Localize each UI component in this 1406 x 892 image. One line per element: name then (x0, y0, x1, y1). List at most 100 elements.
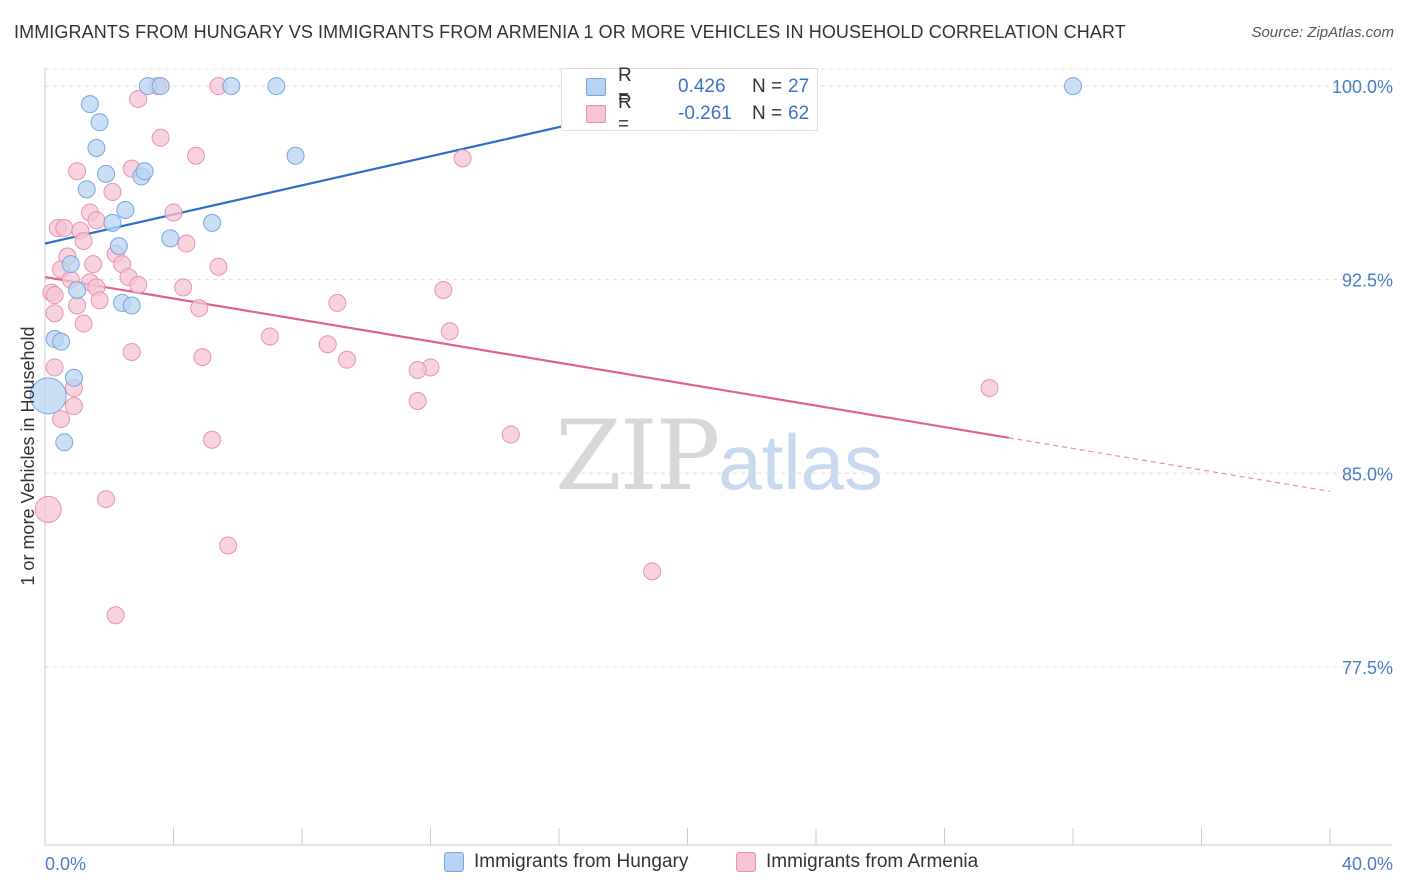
r-value-hungary: 0.426 (678, 76, 726, 97)
n-value-hungary: 27 (788, 76, 810, 97)
armenia-point-38 (440, 322, 459, 341)
axes (44, 68, 1392, 846)
armenia-point-15 (74, 231, 93, 250)
legend-label-armenia: Immigrants from Armenia (766, 851, 979, 872)
r-value-armenia: -0.261 (678, 103, 732, 124)
armenia-point-5 (453, 149, 472, 168)
r-label: R = (618, 65, 632, 108)
hungary-points (29, 77, 1082, 452)
armenia-point-29 (434, 281, 453, 299)
hungary-point-17 (109, 237, 128, 256)
hungary-swatch (586, 78, 606, 96)
armenia-point-39 (260, 327, 279, 346)
armenia-point-6 (68, 162, 87, 181)
trend-lines (44, 82, 1331, 492)
hungary-point-23 (52, 332, 71, 351)
armenia-point-2 (129, 89, 148, 108)
hungary-point-6 (151, 77, 170, 96)
armenia-point-57 (643, 562, 662, 581)
armenia-point-32 (90, 291, 109, 310)
armenia-point-52 (501, 425, 520, 444)
armenia-point-33 (68, 296, 87, 315)
hungary-point-13 (116, 200, 135, 219)
armenia-point-31 (45, 286, 64, 305)
hungary-point-14 (103, 213, 122, 232)
hungary-point-24 (64, 368, 83, 387)
armenia-point-10 (164, 203, 183, 222)
x-tick-label-0: 0.0% (45, 854, 86, 874)
n-label: N = (752, 103, 783, 124)
hungary-point-4 (77, 180, 96, 199)
legend-swatch-armenia (736, 852, 756, 872)
hungary-point-8 (267, 77, 286, 96)
armenia-point-48 (980, 379, 999, 398)
y-axis-label: 1 or more Vehicles in Household (18, 326, 38, 585)
armenia-point-13 (55, 219, 74, 238)
armenia-point-16 (177, 234, 196, 253)
hungary-point-10 (286, 146, 305, 165)
hungary-point-19 (68, 281, 87, 299)
watermark: ZIPatlas (555, 400, 883, 512)
hungary-point-18 (61, 255, 80, 274)
legend-item-hungary[interactable]: Immigrants from Hungary (444, 851, 688, 873)
armenia-point-28 (174, 278, 193, 297)
armenia-point-54 (97, 490, 116, 509)
armenia-point-41 (122, 342, 141, 361)
armenia-points (34, 77, 999, 625)
hungary-point-12 (135, 162, 154, 181)
armenia-point-8 (103, 182, 122, 201)
armenia-point-58 (106, 606, 125, 625)
n-label: N = (752, 76, 783, 97)
armenia-point-55 (34, 495, 62, 523)
legend-swatch-hungary (444, 852, 464, 872)
hungary-point-21 (122, 296, 141, 315)
x-tick-label-1: 40.0% (1342, 854, 1393, 874)
hungary-point-9 (1064, 77, 1082, 96)
y-tick-label-2: 85.0% (1342, 464, 1393, 484)
trend-line-armenia (44, 276, 1009, 439)
armenia-point-51 (52, 410, 71, 429)
armenia-point-42 (193, 348, 212, 367)
hungary-point-0 (80, 95, 99, 114)
legend-label-hungary: Immigrants from Hungary (474, 851, 689, 872)
armenia-point-35 (190, 299, 209, 318)
hungary-point-16 (161, 229, 180, 248)
gridlines (45, 68, 1392, 668)
hungary-point-1 (90, 113, 109, 132)
armenia-point-46 (45, 358, 64, 377)
armenia-point-56 (219, 536, 238, 555)
stats-row-armenia: R = -0.261 N = 62 (586, 92, 810, 135)
watermark-zip: ZIP (555, 400, 720, 512)
source-credit: Source: ZipAtlas.com (1251, 24, 1394, 41)
armenia-point-19 (84, 255, 103, 274)
hungary-point-3 (97, 164, 116, 183)
armenia-point-45 (408, 361, 427, 380)
armenia-point-4 (186, 146, 205, 165)
armenia-point-50 (64, 397, 83, 416)
armenia-point-49 (408, 392, 427, 410)
legend-item-armenia[interactable]: Immigrants from Armenia (736, 851, 978, 873)
armenia-point-34 (328, 293, 347, 312)
n-value-armenia: 62 (788, 103, 810, 124)
armenia-swatch (586, 105, 606, 123)
y-tick-label-1: 92.5% (1342, 271, 1393, 291)
armenia-point-27 (129, 275, 148, 294)
y-tick-label-0: 100.0% (1332, 77, 1393, 97)
y-tick-label-3: 77.5% (1342, 658, 1393, 678)
armenia-point-43 (337, 350, 356, 369)
hungary-point-15 (203, 213, 222, 232)
legend: Immigrants from Hungary Immigrants from … (0, 851, 1406, 879)
trend-line-hungary (44, 122, 576, 245)
hungary-point-2 (87, 139, 106, 158)
tick-labels: 100.0% 92.5% 85.0% 77.5% 0.0% 40.0% (45, 77, 1393, 874)
stats-box: R = 0.426 N = 27 R = -0.261 N = 62 (561, 65, 818, 135)
trend-line-dashed-armenia (1008, 437, 1331, 492)
r-label: R = (618, 92, 632, 135)
hungary-point-25 (29, 377, 67, 415)
armenia-point-11 (87, 211, 106, 230)
armenia-point-53 (203, 430, 222, 449)
armenia-point-36 (45, 304, 64, 323)
armenia-point-21 (209, 257, 228, 276)
stats-row-hungary: R = 0.426 N = 27 (586, 65, 810, 108)
